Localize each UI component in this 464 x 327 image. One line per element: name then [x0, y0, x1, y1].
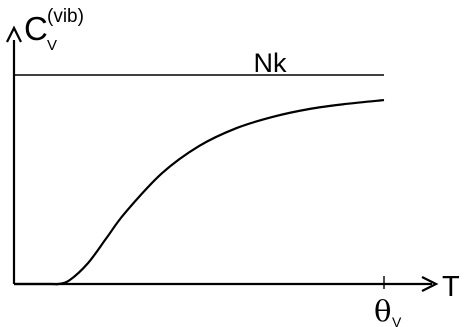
series-line-curve: [14, 98, 385, 286]
y-axis-label-superscript: (vib): [47, 6, 84, 27]
x-axis-label: T: [442, 271, 460, 303]
x-axis-arrowhead: [421, 276, 439, 292]
y-axis-label-subscript: V: [47, 37, 57, 54]
y-axis-label: C V (vib): [24, 6, 84, 54]
y-axis-label-main: C: [24, 10, 48, 47]
x-tick-label-subscript: V: [392, 314, 402, 327]
reference-line-label: Nk: [254, 48, 287, 78]
y-axis-arrowhead: [6, 25, 22, 43]
x-tick-label-theta-v: θ V: [374, 294, 402, 327]
x-tick-label-main: θ: [374, 294, 391, 327]
